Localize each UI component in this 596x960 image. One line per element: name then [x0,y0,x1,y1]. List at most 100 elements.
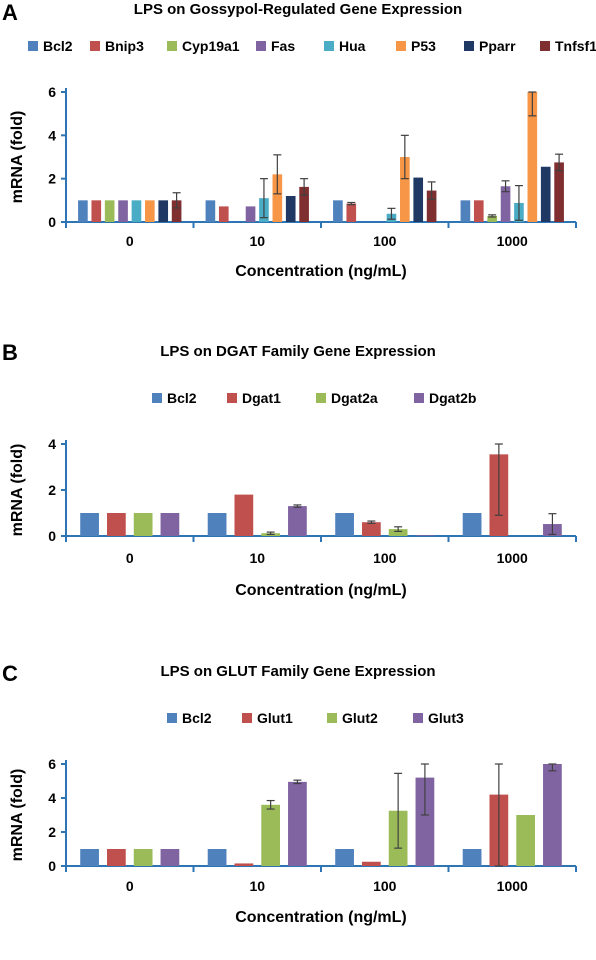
chart-title: LPS on DGAT Family Gene Expression [160,343,436,360]
bar-bcl2-100 [333,200,343,222]
bar-p53-100 [400,157,410,222]
bar-bcl2-100 [335,849,354,866]
bar-glut2-10 [261,804,281,866]
y-tick-label: 0 [48,528,56,544]
panel-letter: A [2,0,18,25]
bar-glut3-1000 [543,764,562,866]
x-tick-label: 10 [249,550,265,566]
y-axis-label: mRNA (fold) [9,111,26,204]
legend-swatch [540,41,550,51]
x-tick-label: 100 [373,550,397,566]
legend-swatch [227,393,237,403]
legend-swatch [413,713,423,723]
legend-label: Glut2 [342,710,378,726]
error-bar [387,207,396,220]
y-tick-label: 4 [48,436,56,452]
chart-panel-c: C LPS on GLUT Family Gene Expression Bcl2 G… [2,661,577,926]
error-bar [300,178,309,196]
chart-panel-a: A LPS on Gossypol-Regulated Gene Expressi… [2,0,596,280]
error-bar [548,763,557,772]
bar-bcl2-1000 [460,200,471,222]
legend-swatch [256,41,266,51]
bar-tnfsf10-0 [171,200,182,222]
y-tick-label: 6 [48,756,56,772]
error-bar [172,192,181,209]
bar-cyp19a1-0 [104,200,115,222]
legend: Bcl2 Glut1 Glut2 Glut3 [167,710,464,726]
error-bar [259,178,268,219]
bar-p53-10 [272,174,283,222]
x-tick-label: 10 [249,233,265,249]
bar-cyp19a1-1000 [487,215,497,222]
error-bar [555,153,564,172]
bar-glut3-0 [160,849,180,866]
y-tick-label: 4 [48,127,56,143]
chart-title: LPS on GLUT Family Gene Expression [160,663,435,680]
y-tick-label: 0 [48,858,56,874]
bar-bcl2-10 [207,849,227,866]
x-axis-label: Concentration (ng/mL) [235,263,407,280]
bar-pparr-10 [285,196,296,222]
legend-swatch [414,393,424,403]
error-bar [293,779,302,785]
error-bar [488,214,497,218]
error-bar [427,181,436,200]
bar-bcl2-0 [80,513,99,536]
y-axis-label: mRNA (fold) [9,769,26,862]
x-axis-label: Concentration (ng/mL) [235,582,407,599]
legend-swatch [324,41,334,51]
legend-swatch [167,41,177,51]
chart-title: LPS on Gossypol-Regulated Gene Expressio… [134,1,462,18]
bar-tnfsf10-1000 [554,162,564,222]
bar-pparr-0 [158,200,169,222]
y-tick-label: 2 [48,171,56,187]
bar-bnip3-0 [91,200,102,222]
error-bar [266,531,275,535]
x-tick-label: 0 [126,878,134,894]
bar-dgat2a-0 [133,513,153,536]
y-tick-label: 2 [48,824,56,840]
chart-panel-b: B LPS on DGAT Family Gene Expression Bcl2 D… [2,340,577,599]
bar-tnfsf10-100 [426,190,437,222]
bar-p53-1000 [527,92,538,222]
error-bar [420,763,429,816]
x-tick-label: 100 [373,233,397,249]
legend-swatch [167,713,177,723]
x-tick-label: 100 [373,878,397,894]
bar-dgat2a-100 [388,529,408,536]
legend-label: Hua [339,38,366,54]
error-bar [494,763,503,867]
legend-swatch [464,41,474,51]
legend-swatch [396,41,406,51]
bar-dgat1-100 [361,522,381,536]
legend-label: Dgat1 [242,390,281,406]
bar-dgat1-10 [234,494,254,536]
error-bar [347,201,356,206]
y-axis-label: mRNA (fold) [9,444,26,537]
legend-swatch [242,713,252,723]
error-bar [273,154,282,195]
legend-label: Bcl2 [182,710,212,726]
y-tick-label: 2 [48,482,56,498]
bar-glut2-0 [133,849,153,866]
error-bar [394,526,403,533]
bar-pparr-1000 [540,166,551,222]
x-axis-label: Concentration (ng/mL) [235,909,407,926]
bar-glut3-10 [288,781,307,866]
bar-bcl2-10 [205,200,216,222]
error-bar [367,520,376,524]
x-tick-label: 0 [126,233,134,249]
error-bar [514,185,523,221]
error-bar [501,180,510,193]
x-tick-label: 1000 [497,878,528,894]
bar-hua-0 [131,200,142,222]
error-bar [293,504,302,508]
bar-bnip3-100 [346,203,357,222]
bar-fas-10 [245,206,256,222]
bar-fas-0 [118,200,128,222]
bar-dgat2b-0 [160,513,180,536]
panel-letter: C [2,661,18,686]
